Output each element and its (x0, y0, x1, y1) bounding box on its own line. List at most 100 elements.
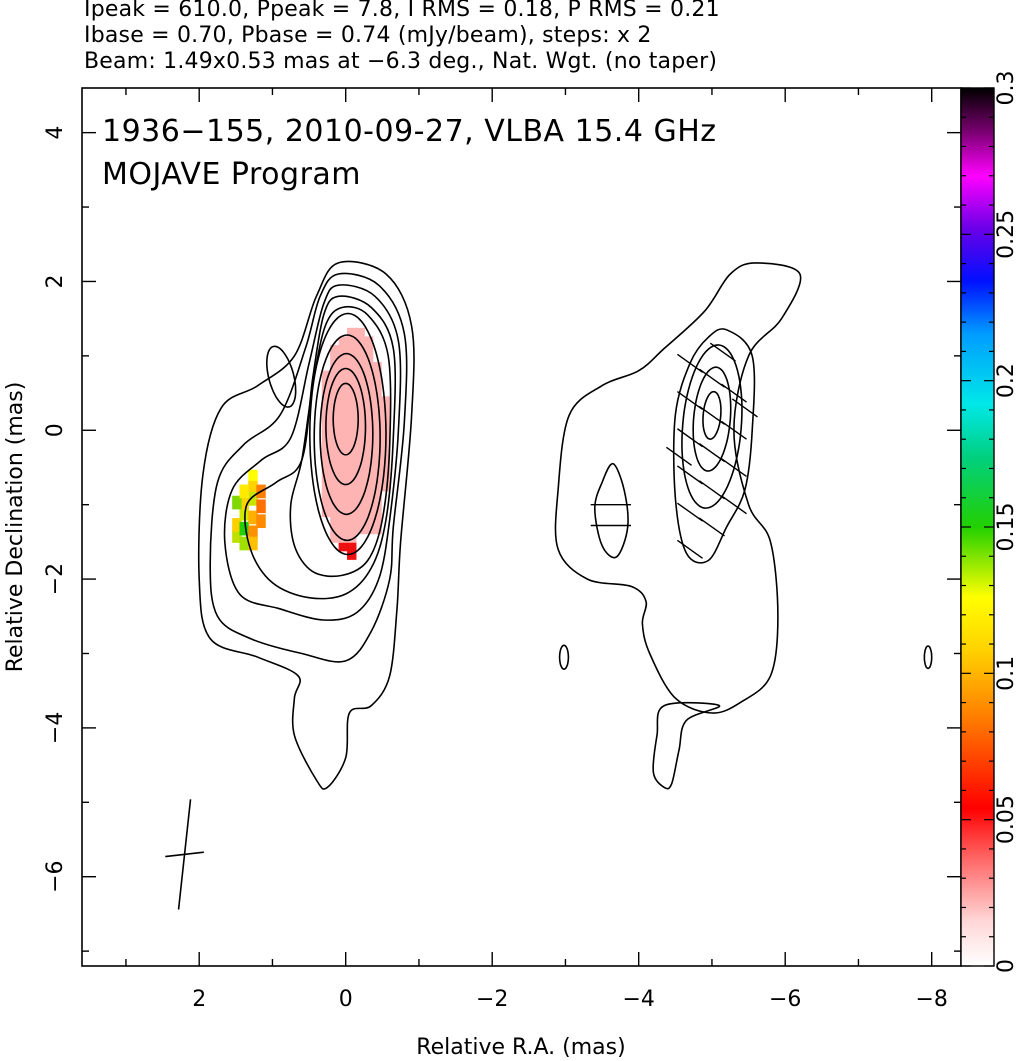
fp-pixel (355, 421, 365, 432)
fp-pixel (338, 524, 349, 535)
fp-pixel (330, 370, 340, 381)
fp-pixel (372, 379, 382, 389)
fp-pixel (338, 498, 349, 509)
fp-pixel (330, 421, 340, 432)
fp-pixel (355, 404, 365, 415)
fp-pixel (347, 421, 357, 432)
fp-pixel (338, 516, 349, 526)
fp-pixel (363, 396, 374, 406)
fp-pixel (330, 524, 340, 535)
fp-pixel (380, 481, 391, 492)
fp-pixel (347, 533, 357, 543)
fp-pixel (330, 473, 340, 483)
colorbar-tick-label: 0.3 (994, 71, 1019, 106)
fp-pixel (321, 473, 332, 483)
fp-pixel (347, 447, 357, 458)
fp-pixel (363, 524, 374, 535)
fp-pixel (338, 362, 349, 372)
fp-pixel (363, 481, 374, 492)
contour-p-spot-b (923, 645, 933, 670)
x-tick-label: −6 (769, 987, 801, 1012)
evpa-vector (698, 368, 725, 388)
fp-pixel (347, 464, 357, 475)
fp-pixel (248, 525, 258, 540)
fp-pixel (380, 396, 391, 406)
fp-pixel (330, 379, 340, 389)
x-tick-label: 2 (192, 987, 206, 1012)
fp-pixel (256, 514, 266, 528)
colorbar-tick-label: 0.15 (994, 503, 1019, 552)
fp-pixel (372, 481, 382, 492)
contour-i-knot (265, 345, 297, 408)
fp-pixel (347, 327, 357, 338)
fp-pixel (363, 464, 374, 475)
fp-pixel (372, 413, 382, 423)
fp-pixel (363, 507, 374, 518)
fp-pixel (347, 541, 357, 552)
evpa-vectors (590, 342, 758, 559)
fp-pixel (347, 430, 357, 441)
contour-i-level-1 (197, 260, 415, 790)
fp-pixel (363, 413, 374, 423)
x-tick-labels: 2 0 −2 −4 −6 −8 (192, 987, 948, 1012)
fp-pixel (338, 507, 349, 518)
y-tick-label: −4 (43, 712, 68, 744)
fp-pixel (347, 336, 357, 346)
colorbar-tick-label: 0.2 (994, 363, 1019, 398)
fp-pixel (355, 516, 365, 526)
y-tick-label: −6 (43, 860, 68, 892)
header-line-1: Ipeak = 610.0, Ppeak = 7.8, I RMS = 0.18… (84, 0, 720, 22)
fp-pixel (347, 353, 357, 364)
fp-pixel (363, 490, 374, 500)
fp-pixel (338, 413, 349, 423)
fp-pixel (347, 524, 357, 535)
header-line-3: Beam: 1.49x0.53 mas at −6.3 deg., Nat. W… (84, 49, 718, 74)
fp-pixel (338, 387, 349, 398)
fp-pixel (330, 387, 340, 398)
fp-pixel (248, 510, 258, 525)
evpa-vector (720, 383, 747, 403)
evpa-vector (720, 420, 747, 440)
fp-pixel (321, 370, 332, 381)
y-axis-label: Relative Declination (mas) (3, 382, 28, 673)
fp-pixel (372, 498, 382, 509)
fp-pixel (330, 516, 340, 526)
fp-pixel (355, 456, 365, 466)
fp-pixel (338, 336, 349, 346)
contour-i-level-7 (313, 334, 381, 542)
fp-pixel (239, 536, 249, 551)
y-tick-label: 0 (43, 423, 68, 437)
fp-pixel (363, 404, 374, 415)
contour-p-level-5 (702, 390, 722, 440)
fp-pixel (380, 464, 391, 475)
fp-pixel (338, 370, 349, 381)
fp-pixel (355, 387, 365, 398)
fp-pixel (363, 447, 374, 458)
contour-p-spot-a (558, 644, 570, 670)
fp-pixel (363, 362, 374, 372)
fp-pixel (338, 344, 349, 355)
contour-i-level-8 (319, 352, 374, 516)
fp-pixel (338, 404, 349, 415)
fp-pixel (338, 464, 349, 475)
fp-pixel (347, 404, 357, 415)
fp-pixel (321, 507, 332, 518)
total-intensity-contours (197, 260, 415, 790)
y-tick-labels: 4 2 0 −2 −4 −6 (43, 126, 68, 893)
fp-pixel (256, 499, 266, 514)
colorbar-ticks (961, 87, 994, 967)
fp-pixel (372, 362, 382, 372)
fp-pixel (321, 498, 332, 509)
contour-p-level-4 (692, 366, 732, 472)
evpa-vector (676, 465, 703, 485)
fp-pixel (347, 481, 357, 492)
x-tick-label: 0 (339, 987, 353, 1012)
evpa-vector (665, 446, 692, 466)
fp-pixel (338, 439, 349, 449)
fp-pixel (347, 370, 357, 381)
colorbar-labels: 0 0.05 0.1 0.15 0.2 0.25 0.3 (994, 71, 1019, 974)
fp-pixel (363, 344, 374, 355)
fp-pixel (355, 447, 365, 458)
fp-pixel (372, 421, 382, 432)
contour-i-level-2 (209, 272, 408, 663)
